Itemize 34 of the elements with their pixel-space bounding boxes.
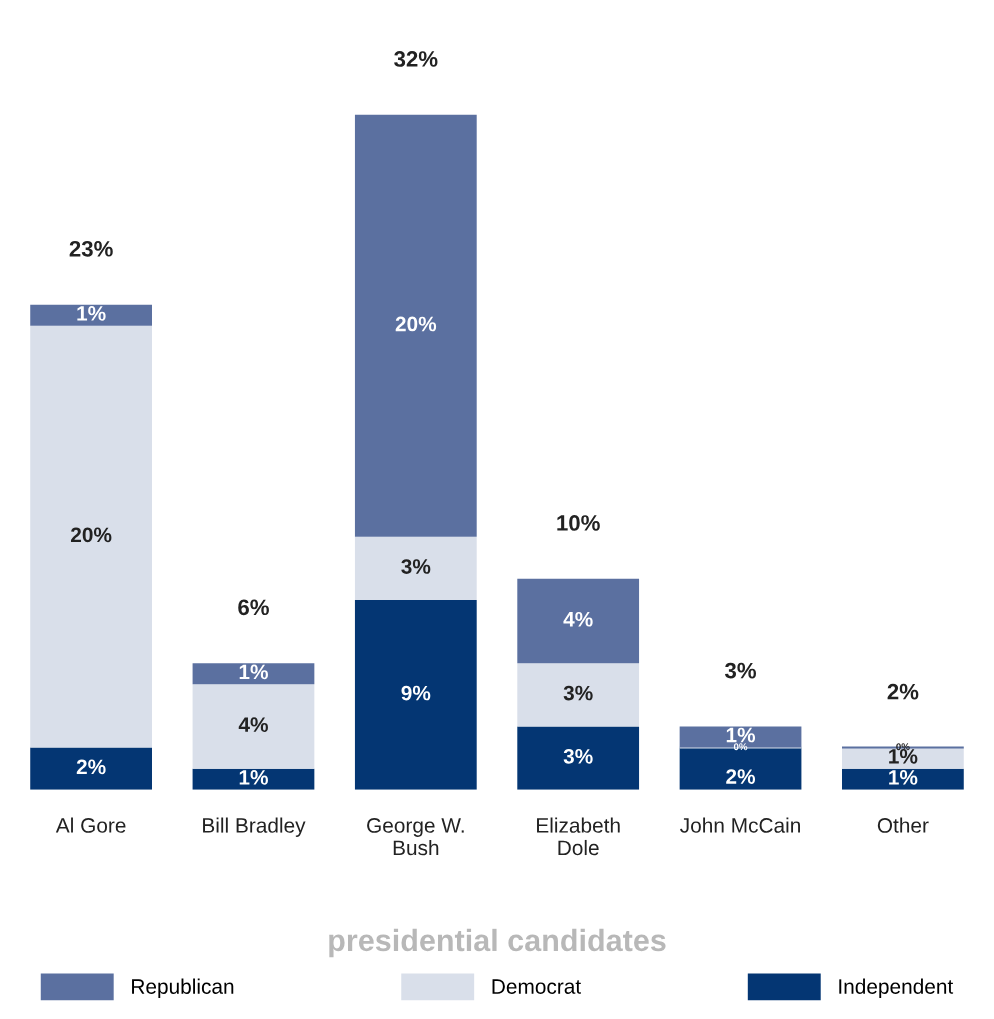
- legend-label: Independent: [839, 978, 954, 999]
- data-label: 4%: [563, 611, 593, 627]
- data-label: 3%: [401, 559, 431, 574]
- total-label: 23%: [69, 240, 113, 257]
- data-label: 2%: [726, 769, 756, 784]
- x-tick-label: Al Gore: [55, 817, 126, 833]
- x-tick-label: George W. Bush: [367, 818, 464, 856]
- legend-label: Democrat: [492, 979, 581, 994]
- data-label: 4%: [238, 717, 268, 733]
- data-label: 1%: [889, 770, 918, 785]
- x-tick-label: John McCain: [680, 817, 800, 833]
- total-label: 6%: [238, 599, 269, 616]
- data-label: 3%: [563, 748, 593, 764]
- data-label: 9%: [401, 685, 431, 701]
- legend-label: Republican: [132, 978, 234, 999]
- data-label: 0%: [896, 743, 910, 751]
- data-label: 3%: [563, 685, 593, 701]
- data-label: 1%: [239, 664, 268, 680]
- x-tick-label: Elizabeth Dole: [537, 817, 620, 856]
- data-label: 0%: [733, 743, 748, 751]
- x-tick-label: Other: [877, 817, 929, 833]
- total-label: 10%: [557, 515, 600, 531]
- data-label: 2%: [76, 759, 106, 775]
- data-label: 1%: [889, 748, 918, 764]
- data-label: 20%: [395, 316, 437, 332]
- x-tick-label: Bill Bradley: [203, 817, 306, 837]
- data-label: 20%: [70, 527, 112, 543]
- data-label: 1%: [726, 727, 756, 743]
- total-label: 32%: [394, 51, 438, 67]
- total-label: 3%: [724, 662, 756, 679]
- x-axis-title: presidential candidates: [329, 928, 666, 958]
- data-label: 1%: [239, 770, 268, 785]
- data-label: 1%: [77, 306, 106, 321]
- total-label: 2%: [887, 683, 919, 700]
